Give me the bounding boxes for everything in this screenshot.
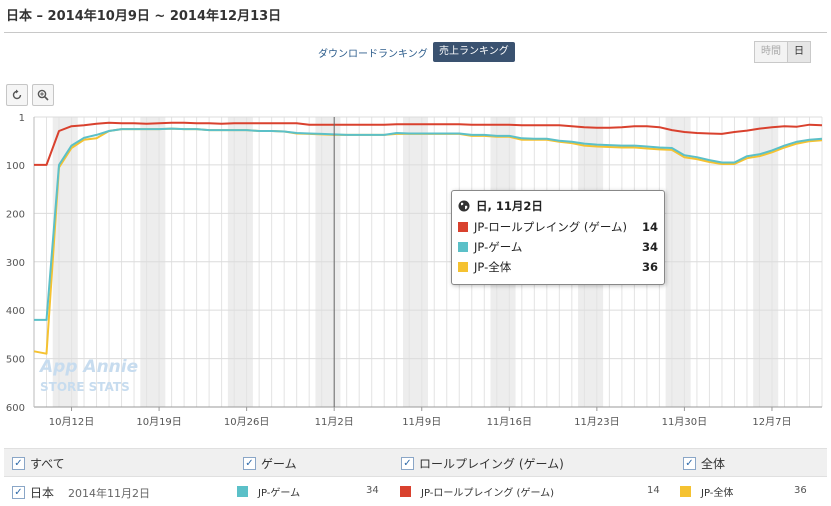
filter-game[interactable]: ✓ ゲーム [243, 455, 297, 472]
filter-label: ロールプレイング (ゲーム) [419, 457, 564, 471]
checkbox-icon: ✓ [243, 457, 256, 470]
globe-icon [458, 200, 470, 212]
checkbox-icon: ✓ [12, 486, 25, 499]
x-tick-label: 11月2日 [315, 416, 354, 428]
series-name: JP-ゲーム [258, 488, 301, 499]
watermark-subtext: STORE STATS [40, 380, 130, 394]
filter-all[interactable]: ✓ すべて [12, 455, 65, 472]
zoom-icon [37, 89, 49, 101]
game-rank-value: 34 [366, 485, 379, 496]
x-tick-label: 10月26日 [224, 416, 269, 428]
game-swatch [458, 242, 468, 252]
y-tick-label: 500 [6, 355, 25, 366]
series-name: JP-全体 [701, 488, 734, 499]
filter-overall[interactable]: ✓ 全体 [683, 455, 725, 472]
y-tick-label: 600 [6, 403, 25, 414]
country-label: 日本 [30, 486, 55, 500]
ranking-chart[interactable]: 1 100 200 300 400 500 600 10月12日 10月19日 10月26日 11月… [0, 108, 831, 443]
detail-all: JP-全体 [680, 484, 733, 499]
tooltip-row-all: JP-全体 36 [458, 259, 658, 275]
ranking-tabs: ダウンロードランキング 売上ランキング [0, 42, 831, 64]
y-tick-label: 1 [19, 113, 25, 124]
filter-rpg[interactable]: ✓ ロールプレイング (ゲーム) [401, 455, 564, 472]
granularity-toggle: 時間 日 [754, 41, 811, 63]
zoom-button[interactable] [32, 84, 54, 106]
y-tick-label: 300 [6, 258, 25, 269]
all-rank-value: 36 [794, 485, 807, 496]
day-button[interactable]: 日 [788, 41, 811, 63]
watermark-text: App Annie [38, 357, 138, 377]
filter-label: すべて [30, 457, 65, 471]
rpg-swatch [458, 222, 468, 232]
y-tick-label: 100 [6, 161, 25, 172]
series-line [34, 121, 823, 166]
x-tick-label: 11月9日 [402, 416, 441, 428]
page-title: 日本 – 2014年10月9日 ~ 2014年12月13日 [6, 9, 282, 24]
series-line [34, 127, 823, 321]
tooltip-series-name: JP-全体 [474, 260, 512, 274]
tooltip-row-game: JP-ゲーム 34 [458, 239, 658, 255]
series-name: JP-ロールプレイング (ゲーム) [421, 488, 555, 499]
x-tick-label: 12月7日 [752, 416, 791, 428]
y-tick-label: 400 [6, 306, 25, 317]
hour-button[interactable]: 時間 [754, 41, 788, 63]
x-tick-label: 10月19日 [136, 416, 181, 428]
detail-date: 2014年11月2日 [68, 486, 151, 500]
reset-icon [12, 89, 22, 100]
x-tick-label: 10月12日 [49, 416, 94, 428]
checkbox-icon: ✓ [683, 457, 696, 470]
filter-label: ゲーム [261, 457, 297, 471]
tooltip-row-rpg: JP-ロールプレイング (ゲーム) 14 [458, 219, 658, 235]
x-tick-label: 11月16日 [487, 416, 532, 428]
tooltip-header: 日, 11月2日 [458, 198, 543, 214]
detail-game: JP-ゲーム [237, 484, 300, 499]
rpg-swatch [400, 486, 411, 497]
game-swatch [237, 486, 248, 497]
tooltip-series-value: 34 [641, 240, 658, 254]
tooltip-series-name: JP-ゲーム [474, 240, 523, 254]
tab-revenue-ranking[interactable]: 売上ランキング [433, 42, 515, 62]
checkbox-icon: ✓ [401, 457, 414, 470]
country-toggle[interactable]: ✓ 日本 2014年11月2日 [12, 484, 150, 501]
filter-label: 全体 [701, 457, 726, 471]
rpg-rank-value: 14 [647, 485, 660, 496]
x-tick-label: 11月23日 [574, 416, 619, 428]
series-filter-bar: ✓ すべて ✓ ゲーム ✓ ロールプレイング (ゲーム) ✓ 全体 [4, 448, 827, 477]
detail-rpg: JP-ロールプレイング (ゲーム) [400, 484, 554, 499]
reset-zoom-button[interactable] [6, 84, 28, 106]
all-swatch [680, 486, 691, 497]
divider [4, 32, 827, 33]
y-tick-label: 200 [6, 209, 25, 220]
chart-tooltip: 日, 11月2日 JP-ロールプレイング (ゲーム) 14 JP-ゲーム 34 … [451, 190, 665, 285]
tooltip-series-value: 14 [641, 220, 658, 234]
all-swatch [458, 262, 468, 272]
tooltip-date: 日, 11月2日 [476, 199, 543, 213]
tooltip-series-value: 36 [641, 260, 658, 274]
x-tick-label: 11月30日 [662, 416, 707, 428]
tab-download-ranking[interactable]: ダウンロードランキング [318, 49, 428, 60]
checkbox-icon: ✓ [12, 457, 25, 470]
detail-row: ✓ 日本 2014年11月2日 JP-ゲーム 34 JP-ロールプレイング (ゲ… [4, 480, 827, 502]
tooltip-series-name: JP-ロールプレイング (ゲーム) [474, 220, 628, 234]
